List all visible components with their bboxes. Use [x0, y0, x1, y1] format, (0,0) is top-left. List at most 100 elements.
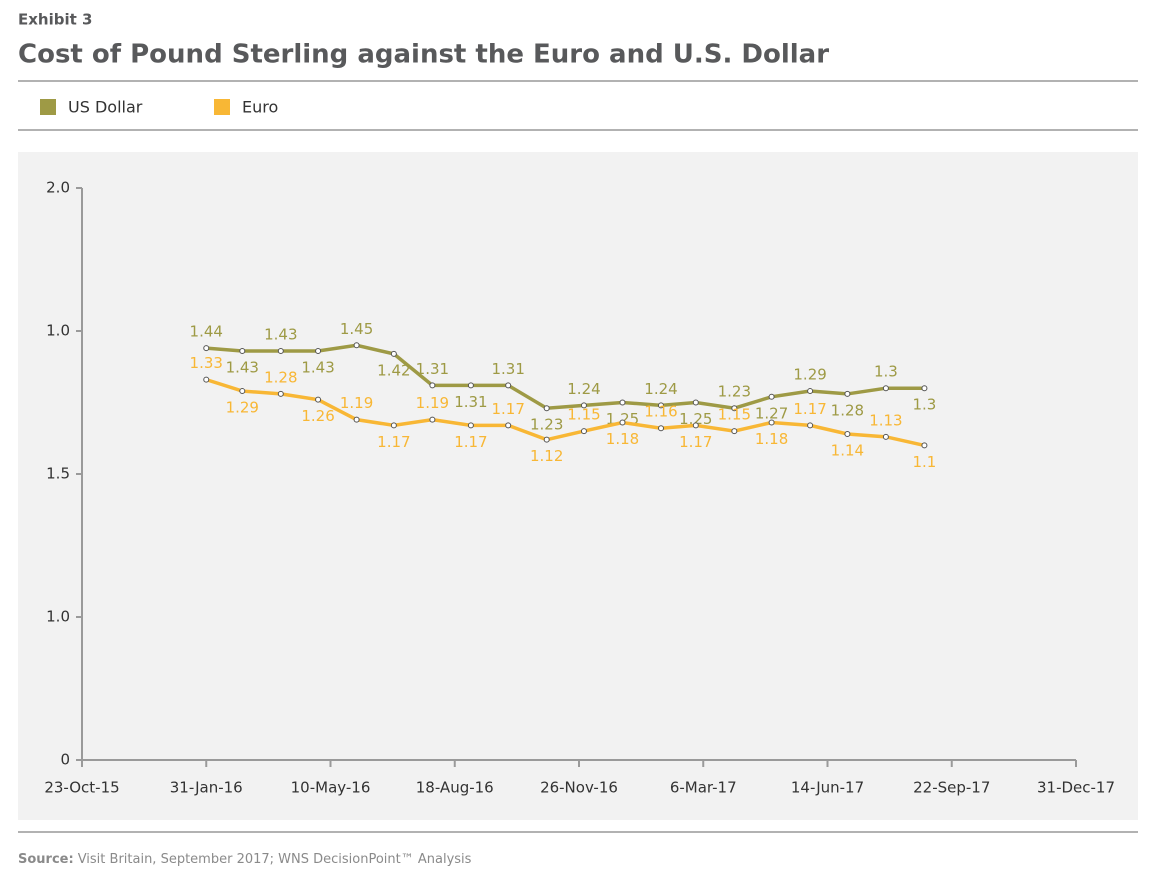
data-label: 1.18	[606, 430, 639, 448]
point	[467, 422, 474, 429]
legend-label: US Dollar	[68, 98, 143, 117]
series-line	[205, 377, 925, 448]
point	[807, 388, 814, 395]
point	[203, 376, 210, 383]
point	[315, 348, 322, 355]
x-tick-label: 10-May-16	[291, 779, 371, 797]
point	[882, 385, 889, 392]
data-label: 1.3	[874, 363, 898, 381]
point	[580, 428, 587, 435]
x-tick-label: 31-Dec-17	[1037, 779, 1115, 797]
data-label: 1.31	[491, 360, 524, 378]
data-label: 1.43	[301, 359, 334, 377]
point	[921, 385, 928, 392]
data-label: 1.43	[264, 326, 297, 344]
data-label: 1.18	[755, 430, 788, 448]
point	[543, 405, 550, 412]
point	[353, 342, 360, 349]
point	[543, 436, 550, 443]
y-tick-label: 1.0	[46, 608, 70, 626]
point	[390, 350, 397, 357]
point	[731, 428, 738, 435]
data-label: 1.19	[340, 394, 373, 412]
data-label: 1.14	[831, 441, 864, 459]
data-label: 1.31	[416, 360, 449, 378]
point	[203, 345, 210, 352]
source: Source: Visit Britain, September 2017; WN…	[18, 852, 472, 867]
data-label: 1.19	[416, 394, 449, 412]
y-tick-label: 1.0	[46, 322, 70, 340]
source-label: Source:	[18, 852, 74, 867]
data-label: 1.24	[567, 380, 600, 398]
data-label: 1.16	[644, 403, 677, 421]
data-label: 1.23	[718, 383, 751, 401]
data-label: 1.17	[454, 433, 487, 451]
point	[353, 416, 360, 423]
point	[277, 348, 284, 355]
x-tick-label: 6-Mar-17	[670, 779, 737, 797]
point	[882, 433, 889, 440]
point	[731, 405, 738, 412]
x-tick-label: 22-Sep-17	[913, 779, 990, 797]
chart-subtitle: Exhibit 3	[18, 11, 92, 29]
data-label: 1.31	[454, 393, 487, 411]
data-label: 1.25	[679, 410, 712, 428]
data-label: 1.1	[912, 453, 936, 471]
y-tick-label: 1.5	[46, 465, 70, 483]
legend-swatch	[214, 99, 230, 115]
data-label: 1.15	[718, 406, 751, 424]
point	[277, 390, 284, 397]
data-label: 1.27	[755, 404, 788, 422]
point	[844, 390, 851, 397]
data-label: 1.43	[226, 359, 259, 377]
data-label: 1.33	[190, 354, 223, 372]
legend-label: Euro	[242, 98, 278, 117]
plot-background	[18, 152, 1138, 820]
data-label: 1.44	[190, 323, 223, 341]
point	[239, 348, 246, 355]
data-label: 1.28	[831, 401, 864, 419]
point	[429, 382, 436, 389]
point	[692, 422, 699, 429]
data-label: 1.15	[567, 406, 600, 424]
data-label: 1.29	[793, 366, 826, 384]
point	[619, 399, 626, 406]
data-label: 1.24	[644, 380, 677, 398]
x-tick-label: 31-Jan-16	[170, 779, 243, 797]
point	[239, 388, 246, 395]
point	[505, 422, 512, 429]
data-label: 1.13	[869, 411, 902, 429]
data-label: 1.26	[301, 407, 334, 425]
x-tick-label: 18-Aug-16	[416, 779, 494, 797]
data-label: 1.29	[226, 399, 259, 417]
point	[658, 402, 665, 409]
point	[921, 442, 928, 449]
point	[505, 382, 512, 389]
data-label: 1.23	[530, 416, 563, 434]
point	[390, 422, 397, 429]
data-label: 1.3	[912, 396, 936, 414]
chart-title: Cost of Pound Sterling against the Euro …	[18, 40, 829, 70]
data-label: 1.17	[377, 433, 410, 451]
point	[768, 393, 775, 400]
point	[467, 382, 474, 389]
y-tick-label: 2.0	[46, 179, 70, 197]
x-tick-label: 14-Jun-17	[791, 779, 864, 797]
legend-swatch	[40, 99, 56, 115]
point	[315, 396, 322, 403]
data-label: 1.17	[491, 400, 524, 418]
series-line	[206, 343, 925, 411]
point	[768, 419, 775, 426]
point	[429, 416, 436, 423]
data-label: 1.17	[679, 433, 712, 451]
point	[658, 425, 665, 432]
point	[844, 430, 851, 437]
x-tick-label: 26-Nov-16	[540, 779, 618, 797]
data-label: 1.45	[340, 320, 373, 338]
data-label: 1.12	[530, 447, 563, 465]
point	[580, 402, 587, 409]
data-label: 1.28	[264, 368, 297, 386]
point	[619, 419, 626, 426]
